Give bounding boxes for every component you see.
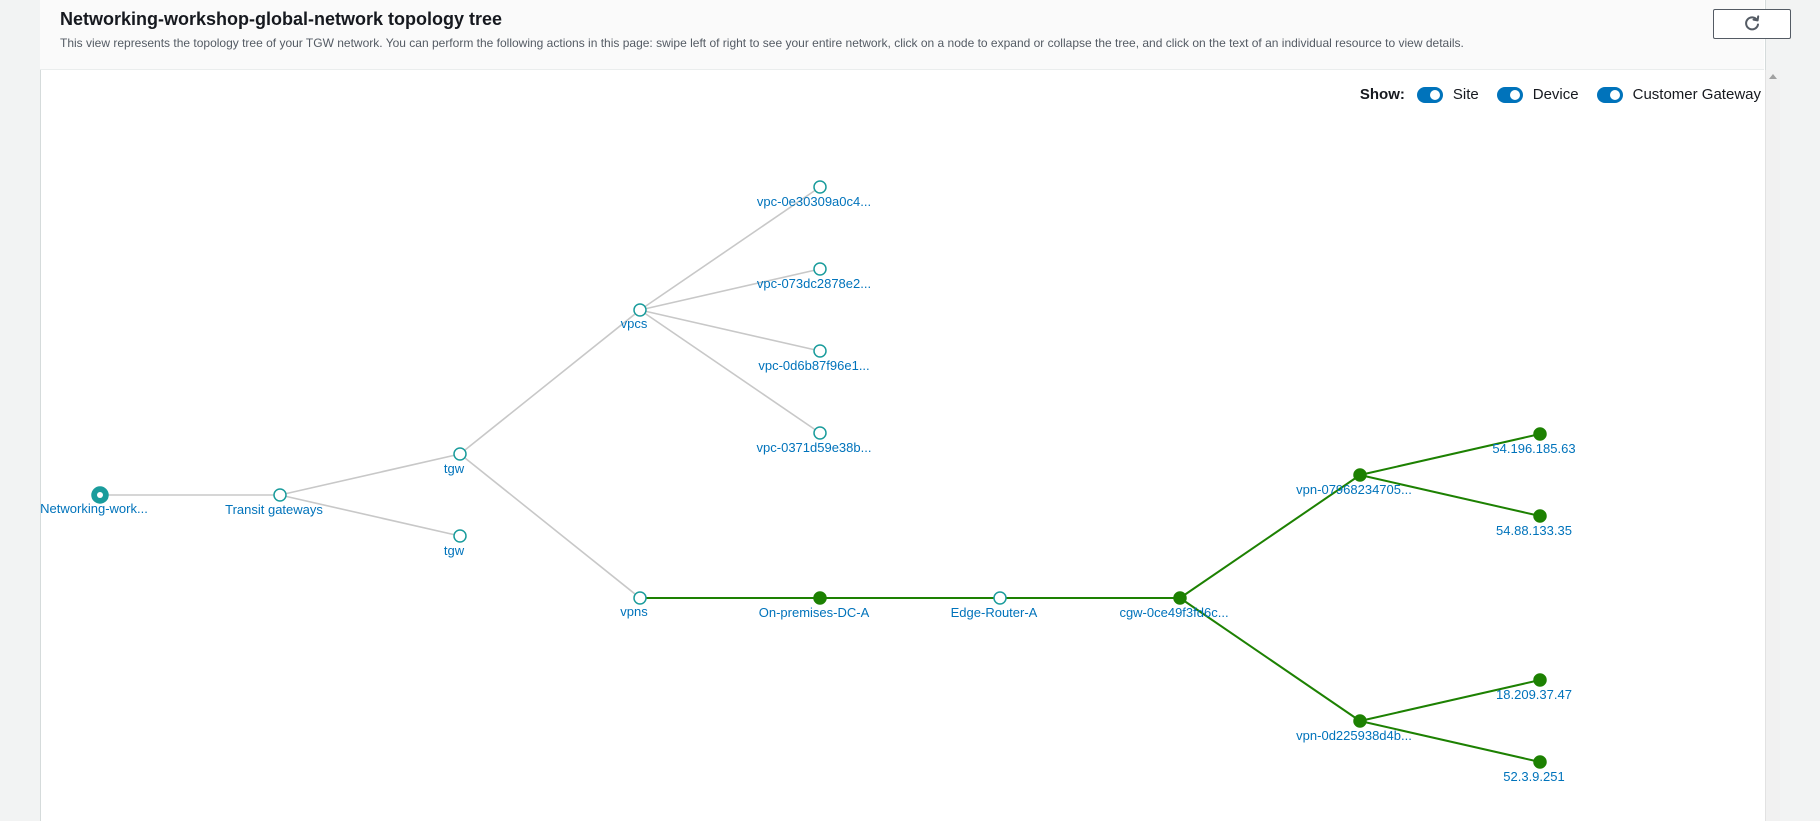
node-circle-hollow[interactable]: [633, 591, 647, 605]
node-circle-filled[interactable]: [1173, 591, 1187, 605]
tree-node-label[interactable]: vpcs: [621, 316, 648, 331]
tree-node-cgw[interactable]: cgw-0ce49f3fd6c...: [1119, 591, 1229, 620]
tree-link-vpnA-ip1: [1359, 433, 1541, 476]
refresh-icon: [1745, 15, 1760, 31]
tree-node-label[interactable]: 18.209.37.47: [1496, 687, 1572, 702]
node-circle-filled[interactable]: [1353, 714, 1367, 728]
tree-node-ip3[interactable]: 18.209.37.47: [1496, 673, 1572, 702]
node-circle-hollow[interactable]: [633, 303, 647, 317]
scroll-up-arrow-icon[interactable]: [1769, 74, 1777, 79]
vertical-scrollbar[interactable]: [1765, 70, 1780, 821]
tree-node-ip1[interactable]: 54.196.185.63: [1492, 427, 1576, 456]
site-toggle[interactable]: [1416, 86, 1443, 103]
tree-node-label[interactable]: 54.88.133.35: [1496, 523, 1572, 538]
tree-link-tgw1-vpcs: [459, 309, 641, 455]
tree-node-tgw1[interactable]: tgw: [444, 447, 467, 476]
tree-node-label[interactable]: vpn-07968234705...: [1296, 482, 1412, 497]
tree-links: [100, 186, 1541, 763]
tree-link-cgw-vpnB: [1179, 597, 1361, 722]
tree-node-root[interactable]: Networking-work...: [40, 486, 148, 516]
customer-gateway-toggle[interactable]: [1596, 86, 1623, 103]
tree-node-label[interactable]: Transit gateways: [225, 502, 323, 517]
tree-link-vpcs-vpc1: [639, 186, 821, 311]
node-circle-hollow[interactable]: [813, 262, 827, 276]
tree-node-vpc2[interactable]: vpc-073dc2878e2...: [757, 262, 871, 291]
root-node-center-dot: [97, 492, 103, 498]
node-circle-filled[interactable]: [1533, 673, 1547, 687]
tree-node-label[interactable]: 52.3.9.251: [1503, 769, 1564, 784]
topology-panel: [40, 0, 1766, 821]
page-description: This view represents the topology tree o…: [60, 36, 1464, 50]
refresh-button[interactable]: [1713, 9, 1791, 39]
tree-node-ip4[interactable]: 52.3.9.251: [1503, 755, 1565, 784]
node-circle-filled[interactable]: [1533, 755, 1547, 769]
device-toggle-label: Device: [1532, 86, 1579, 103]
tree-node-label[interactable]: tgw: [444, 461, 465, 476]
device-toggle[interactable]: [1496, 86, 1523, 103]
tree-node-vpns[interactable]: vpns: [620, 591, 648, 619]
node-circle-filled[interactable]: [1533, 509, 1547, 523]
toggle-item-customer-gateway: Customer Gateway: [1596, 86, 1761, 103]
tree-node-vpc1[interactable]: vpc-0e30309a0c4...: [757, 180, 871, 209]
tree-node-label[interactable]: vpc-073dc2878e2...: [757, 276, 871, 291]
show-label: Show:: [1359, 86, 1405, 103]
tree-link-vpnA-ip2: [1359, 474, 1541, 517]
tree-node-vpcs[interactable]: vpcs: [621, 303, 648, 331]
tree-node-label[interactable]: cgw-0ce49f3fd6c...: [1119, 605, 1228, 620]
tree-node-label[interactable]: vpc-0d6b87f96e1...: [758, 358, 869, 373]
toggle-item-site: Site: [1416, 86, 1479, 103]
node-circle-hollow[interactable]: [453, 529, 467, 543]
node-circle-filled[interactable]: [1533, 427, 1547, 441]
node-circle-hollow[interactable]: [273, 488, 287, 502]
show-filters: Show: Site Device Customer Gateway: [1360, 86, 1761, 103]
page-title: Networking-workshop-global-network topol…: [60, 9, 503, 29]
tree-node-label[interactable]: tgw: [444, 543, 465, 558]
node-circle-filled[interactable]: [813, 591, 827, 605]
tree-link-vpnB-ip3: [1359, 679, 1541, 722]
tree-node-label[interactable]: vpn-0d225938d4b...: [1296, 728, 1412, 743]
tree-node-vpnA[interactable]: vpn-07968234705...: [1296, 468, 1412, 497]
tree-node-label[interactable]: Edge-Router-A: [951, 605, 1038, 620]
tree-node-label[interactable]: vpc-0371d59e38b...: [757, 440, 872, 455]
tree-node-label[interactable]: On-premises-DC-A: [759, 605, 870, 620]
tree-nodes: Networking-work... Transit gateways tgw tgw…: [40, 180, 1576, 784]
node-circle-filled[interactable]: [1353, 468, 1367, 482]
customer-gateway-toggle-label: Customer Gateway: [1632, 86, 1761, 103]
tree-link-cgw-vpnA: [1179, 474, 1361, 599]
node-circle-hollow[interactable]: [813, 344, 827, 358]
topology-tree: Networking-work... Transit gateways tgw tgw…: [40, 180, 1576, 784]
tree-link-vpcs-vpc3: [639, 309, 821, 352]
tree-link-tg-tgw2: [279, 494, 461, 537]
tree-node-device[interactable]: Edge-Router-A: [951, 591, 1038, 620]
tree-link-vpnB-ip4: [1359, 720, 1541, 763]
tree-node-site[interactable]: On-premises-DC-A: [759, 591, 870, 620]
tree-link-tg-tgw1: [279, 453, 461, 496]
tree-node-ip2[interactable]: 54.88.133.35: [1496, 509, 1572, 538]
tree-node-vpc4[interactable]: vpc-0371d59e38b...: [757, 426, 872, 455]
node-circle-hollow[interactable]: [813, 426, 827, 440]
node-circle-hollow[interactable]: [813, 180, 827, 194]
node-circle-hollow[interactable]: [453, 447, 467, 461]
tree-node-label[interactable]: 54.196.185.63: [1492, 441, 1575, 456]
tree-link-vpcs-vpc4: [639, 309, 821, 434]
toggle-item-device: Device: [1496, 86, 1579, 103]
tree-node-vpc3[interactable]: vpc-0d6b87f96e1...: [758, 344, 870, 373]
tree-link-tgw1-vpns: [459, 453, 641, 599]
tree-node-label[interactable]: vpc-0e30309a0c4...: [757, 194, 871, 209]
tree-node-label[interactable]: Networking-work...: [40, 501, 148, 516]
node-circle-hollow[interactable]: [993, 591, 1007, 605]
tree-node-label[interactable]: vpns: [620, 604, 648, 619]
tree-node-tg[interactable]: Transit gateways: [225, 488, 323, 517]
tree-node-vpnB[interactable]: vpn-0d225938d4b...: [1296, 714, 1412, 743]
tree-link-vpcs-vpc2: [639, 268, 821, 311]
tree-node-tgw2[interactable]: tgw: [444, 529, 467, 558]
site-toggle-label: Site: [1452, 86, 1479, 103]
page-header: Networking-workshop-global-network topol…: [40, 0, 1764, 70]
